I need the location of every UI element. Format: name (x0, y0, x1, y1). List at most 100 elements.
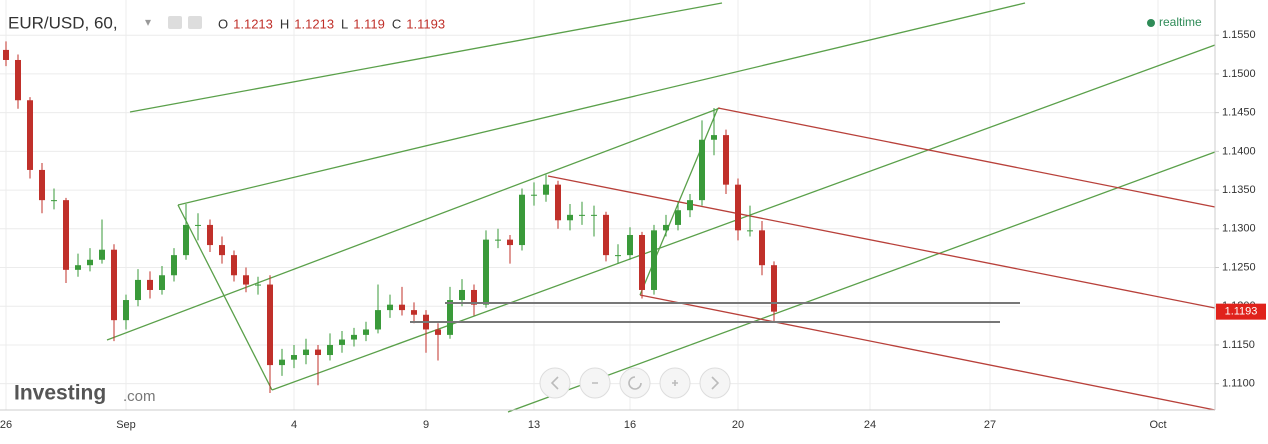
candle-body (111, 249, 117, 321)
candle-body (411, 310, 417, 315)
y-tick-label: 1.1300 (1222, 223, 1256, 235)
trend-line (547, 175, 1216, 309)
x-tick-label: Oct (1149, 419, 1166, 431)
candle-body (435, 329, 441, 335)
dropdown-icon[interactable]: ▾ (145, 15, 151, 29)
x-tick-label: 9 (423, 419, 429, 431)
candle-body (399, 304, 405, 311)
y-tick-label: 1.1500 (1222, 68, 1256, 80)
trend-drawings (106, 2, 1216, 413)
y-tick-label: 1.1450 (1222, 107, 1256, 119)
candle-body (291, 355, 297, 360)
candle-body (171, 255, 177, 276)
candle-body (315, 349, 321, 356)
candle-body (507, 239, 513, 246)
trend-line (271, 44, 1216, 391)
candle-body (531, 194, 537, 196)
candle-body (195, 224, 201, 226)
candle-body (711, 135, 717, 140)
trend-line (717, 107, 1216, 208)
candle-body (219, 245, 225, 256)
candle-body (567, 214, 573, 221)
x-tick-label: 13 (528, 419, 540, 431)
candle-body (447, 300, 453, 335)
candle-body (699, 139, 705, 201)
y-tick-label: 1.1150 (1222, 339, 1255, 351)
candle-body (663, 224, 669, 231)
control-icons (550, 376, 720, 390)
candle-body (723, 135, 729, 185)
candle-body (675, 210, 681, 225)
candle-body (375, 310, 381, 330)
candle-body (327, 344, 333, 356)
candle-body (231, 255, 237, 276)
x-tick-label: 4 (291, 419, 297, 431)
x-tick-label: Sep (116, 419, 136, 431)
candle-body (87, 259, 93, 266)
candle-body (591, 214, 597, 216)
candle-body (747, 230, 753, 232)
x-tick-label: 20 (732, 419, 744, 431)
candle-body (279, 359, 285, 366)
trend-line (177, 204, 273, 391)
candle-body (99, 249, 105, 260)
grid (0, 0, 1215, 410)
ohlc-legend: O 1.1213 H 1.1213 L 1.119 C 1.1193 (218, 16, 445, 31)
candle-body (483, 239, 489, 305)
y-tick-label: 1.1350 (1222, 184, 1256, 196)
candle-body (51, 200, 57, 202)
reset[interactable] (619, 367, 651, 399)
legend-value: 1.119 (353, 16, 385, 31)
candle-body (303, 349, 309, 356)
scroll-left[interactable] (539, 367, 571, 399)
trend-line (129, 2, 723, 113)
zoom-controls (539, 367, 731, 399)
axis-labels: 1.11001.11501.12001.12501.13001.13501.14… (0, 29, 1256, 431)
y-tick-label: 1.1550 (1222, 29, 1256, 41)
candle-body (3, 49, 9, 60)
candle-body (687, 200, 693, 211)
logo: Investing (14, 382, 106, 405)
candle-body (615, 255, 621, 257)
candle-body (735, 184, 741, 231)
candle-body (759, 230, 765, 266)
x-tick-label: 16 (624, 419, 636, 431)
candle-body (255, 284, 261, 286)
candle-body (339, 339, 345, 345)
x-tick-label: 24 (864, 419, 876, 431)
settings-icon[interactable] (188, 16, 202, 29)
symbol: EUR/USD, 60, (8, 13, 118, 32)
candle-body (495, 239, 501, 241)
y-tick-label: 1.1250 (1222, 261, 1256, 273)
candle-body (159, 275, 165, 290)
trend-line (639, 294, 1216, 411)
trend-line (507, 151, 1216, 413)
candle-body (183, 224, 189, 256)
realtime-dot (1147, 19, 1155, 27)
candle-body (63, 200, 69, 270)
logo-suffix: .com (123, 388, 156, 405)
x-tick-label: 26 (0, 419, 12, 431)
candle-body (639, 234, 645, 290)
candle-body (267, 284, 273, 366)
candle-body (579, 214, 585, 216)
candle-body (651, 230, 657, 290)
y-tick-label: 1.1400 (1222, 145, 1256, 157)
last-price-box (1216, 303, 1266, 320)
candle-body (387, 304, 393, 311)
candles (3, 41, 777, 393)
eye-icon[interactable] (168, 16, 182, 29)
candle-body (39, 169, 45, 201)
candle-body (135, 279, 141, 301)
legend-label: L (341, 16, 348, 31)
candle-body (603, 214, 609, 256)
candle-body (555, 184, 561, 221)
last-price: 1.1193 (1225, 306, 1258, 318)
scroll-right[interactable] (699, 367, 731, 399)
trend-line (177, 2, 1026, 206)
legend-label: C (392, 16, 401, 31)
legend-value: 1.1193 (406, 16, 445, 31)
candle-body (627, 234, 633, 256)
trend-line (106, 107, 721, 341)
